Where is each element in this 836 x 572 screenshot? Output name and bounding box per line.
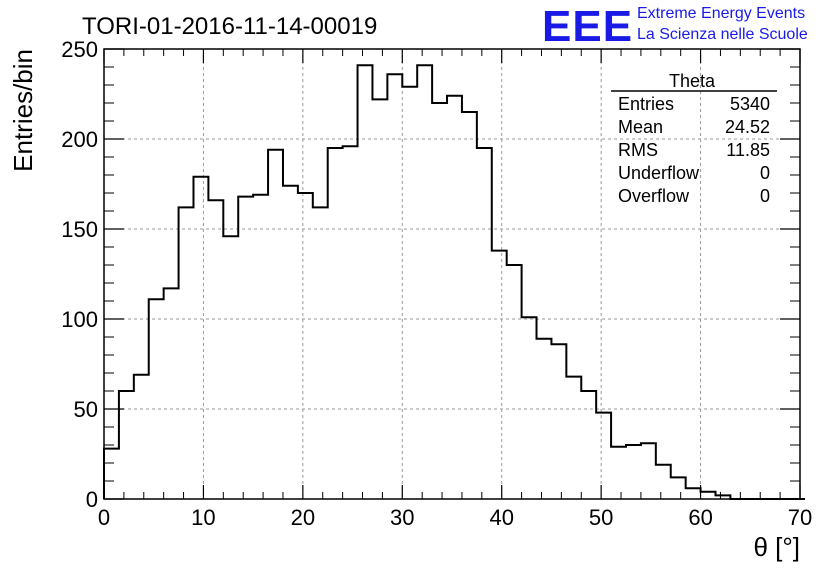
histogram-bin (462, 112, 477, 499)
stats-box: Theta Entries 5340 Mean 24.52 RMS 11.85 Underf… (611, 71, 777, 206)
histogram-bin (686, 488, 701, 499)
stats-row-label: Mean (618, 117, 663, 137)
histogram-bin (193, 177, 208, 499)
histogram-bin (671, 477, 686, 499)
x-tick-label: 50 (589, 505, 613, 530)
histogram-bin (432, 103, 447, 499)
histogram-bin (372, 99, 387, 499)
stats-row-value: 0 (760, 163, 770, 183)
logo-line-1: Extreme Energy Events (637, 5, 805, 22)
x-tick-label: 30 (390, 505, 414, 530)
stats-row-label: Underflow (618, 163, 700, 183)
histogram-bin (358, 65, 373, 499)
x-tick-label: 40 (489, 505, 513, 530)
histogram-bin (268, 150, 283, 499)
x-tick-labels: 0 10 20 30 40 50 60 70 (98, 505, 812, 530)
x-axis-label: θ [°] (753, 532, 800, 562)
histogram-bin (134, 375, 149, 499)
histogram-bin (701, 492, 716, 499)
histogram-bin (477, 148, 492, 499)
x-tick-label: 0 (98, 505, 110, 530)
histogram-bin (223, 236, 238, 499)
histogram-bin (208, 200, 223, 499)
y-tick-label: 0 (86, 487, 98, 512)
y-tick-label: 100 (61, 307, 98, 332)
histogram-bin (298, 193, 313, 499)
histogram-bin (537, 339, 552, 499)
histogram-bin (522, 317, 537, 499)
x-tick-label: 20 (291, 505, 315, 530)
histogram-bin (611, 447, 626, 499)
histogram-bin (447, 96, 462, 499)
stats-row-value: 0 (760, 186, 770, 206)
histogram-outline (103, 64, 805, 500)
stats-row-value: 24.52 (725, 117, 770, 137)
y-tick-label: 250 (61, 37, 98, 62)
x-tick-label: 60 (688, 505, 712, 530)
histogram-bin (596, 413, 611, 499)
histogram-bin (119, 391, 134, 499)
histogram-bin (164, 288, 179, 499)
stats-row-value: 5340 (730, 94, 770, 114)
stats-row-label: RMS (618, 140, 658, 160)
y-tick-label: 50 (74, 397, 98, 422)
histogram-bin (551, 344, 566, 499)
histogram-bin (149, 299, 164, 499)
y-tick-label: 150 (61, 217, 98, 242)
histogram-bin (387, 74, 402, 499)
histogram-bin (253, 195, 268, 499)
stats-box-title: Theta (669, 71, 716, 91)
histogram-bin (641, 443, 656, 499)
grid-lines (104, 49, 800, 499)
stats-box-rows: Entries 5340 Mean 24.52 RMS 11.85 Underflow 0 Ov… (618, 94, 770, 206)
stats-row-value: 11.85 (726, 140, 770, 160)
histogram-bin (104, 449, 119, 499)
y-tick-labels: 0 50 100 150 200 250 (61, 37, 98, 512)
stats-row-label: Overflow (618, 186, 690, 206)
chart-title: TORI-01-2016-11-14-00019 (82, 13, 377, 40)
histogram-bin (328, 148, 343, 499)
histogram-bin (507, 265, 522, 499)
y-tick-label: 200 (61, 127, 98, 152)
histogram-bin (417, 65, 432, 499)
histogram-bin (343, 146, 358, 499)
x-tick-label: 70 (788, 505, 812, 530)
x-tick-label: 10 (191, 505, 215, 530)
logo-mark: EEE (542, 2, 633, 51)
histogram-bin (626, 445, 641, 499)
histogram-bin (656, 465, 671, 499)
histogram-bin (566, 377, 581, 499)
plot-frame (103, 48, 801, 500)
histogram-bin (238, 197, 253, 499)
y-axis-label: Entries/bin (8, 49, 38, 172)
histogram-bin (402, 87, 417, 499)
histogram-series (103, 64, 805, 500)
histogram-bin (492, 251, 507, 499)
histogram-bin (581, 391, 596, 499)
histogram-bin (283, 186, 298, 499)
eee-logo: EEE Extreme Energy Events La Scienza nel… (542, 2, 808, 51)
logo-line-2: La Scienza nelle Scuole (637, 26, 808, 43)
stats-row-label: Entries (618, 94, 674, 114)
histogram-bin (179, 207, 194, 499)
histogram-bin (313, 207, 328, 499)
